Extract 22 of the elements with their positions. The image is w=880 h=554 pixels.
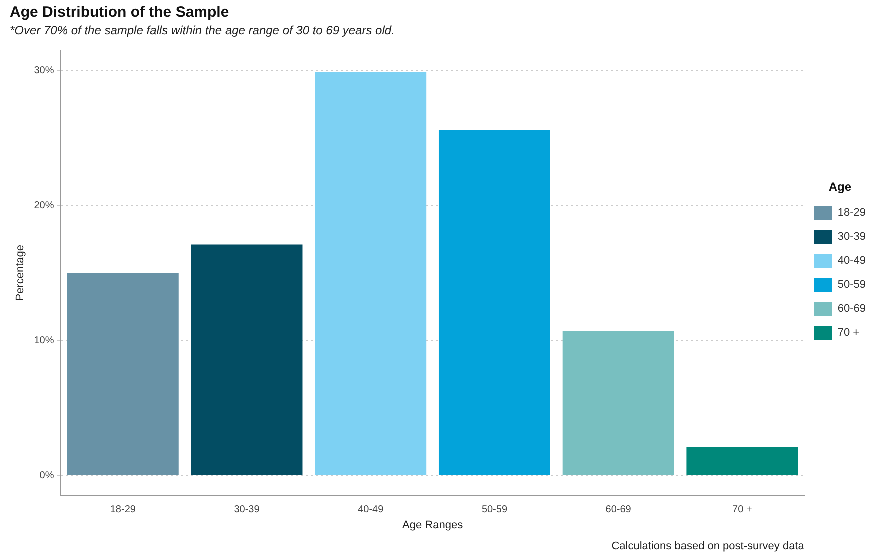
legend-label: 60-69 bbox=[838, 303, 866, 316]
x-tick-label: 30-39 bbox=[234, 504, 260, 516]
legend-label: 30-39 bbox=[838, 231, 866, 244]
y-tick-label: 0% bbox=[40, 470, 54, 482]
legend-label: 18-29 bbox=[838, 207, 866, 220]
x-tick-label: 70 + bbox=[732, 504, 752, 516]
y-tick-label: 30% bbox=[34, 65, 54, 76]
x-axis-title: Age Ranges bbox=[402, 519, 464, 532]
y-axis-title: Percentage bbox=[14, 244, 27, 302]
y-tick-label: 20% bbox=[34, 200, 54, 212]
text: Calculations based on post-survey data bbox=[612, 540, 806, 553]
x-tick-label: 40-49 bbox=[358, 504, 384, 516]
x-tick-label: 18-29 bbox=[110, 504, 136, 516]
legend-label: 40-49 bbox=[838, 255, 866, 268]
x-tick-label: 60-69 bbox=[606, 504, 632, 516]
legend-title: Age bbox=[828, 180, 852, 194]
legend-label: 50-59 bbox=[838, 279, 866, 292]
y-tick-label: 10% bbox=[34, 335, 54, 346]
chart-subtitle: *Over 70% of the sample falls within the age range of 30 to 69 years old. bbox=[10, 24, 395, 38]
chart-title: Age Distribution of the Sample bbox=[10, 4, 230, 22]
legend-label: 70 + bbox=[838, 327, 860, 340]
x-tick-label: 50-59 bbox=[482, 504, 508, 516]
